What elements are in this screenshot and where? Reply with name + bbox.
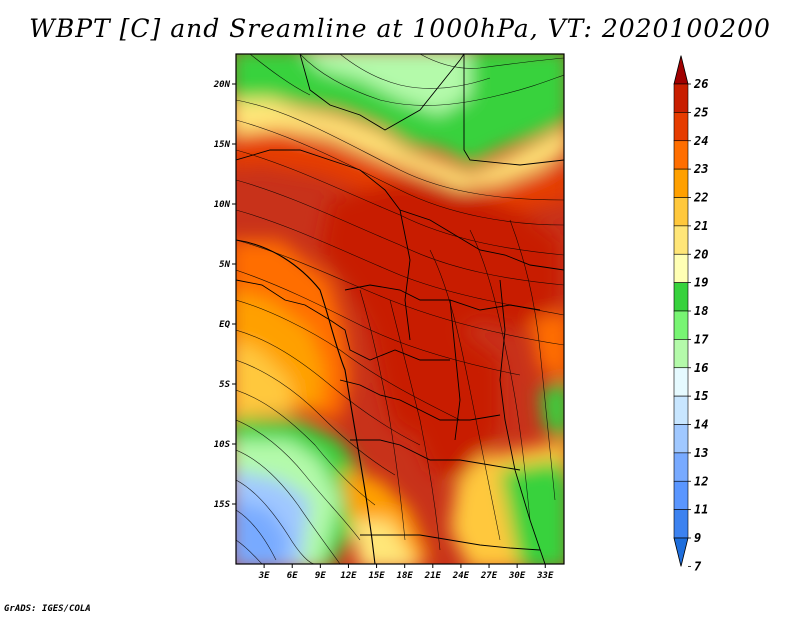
colorbar-label: 19 bbox=[694, 276, 708, 290]
colorbar-swatch bbox=[673, 509, 689, 539]
colorbar-swatch bbox=[673, 225, 689, 255]
colorbar-swatch bbox=[673, 83, 689, 113]
colorbar-swatch bbox=[673, 367, 689, 397]
lat-tick-label: EQ bbox=[219, 320, 230, 330]
lon-tick-label: 30E bbox=[508, 571, 526, 581]
lon-tick-label: 27E bbox=[480, 571, 498, 581]
lon-tick-label: 24E bbox=[452, 571, 470, 581]
lon-tick-label: 12E bbox=[340, 571, 357, 581]
colorbar-label: 22 bbox=[693, 191, 708, 205]
lat-tick-label: 20N bbox=[213, 80, 231, 90]
lon-tick-label: 21E bbox=[424, 571, 442, 581]
colorbar-label: 14 bbox=[694, 418, 708, 432]
lon-tick-label: 15E bbox=[368, 571, 385, 581]
colorbar-label: 15 bbox=[694, 389, 708, 403]
colorbar-swatch bbox=[673, 480, 689, 510]
colorbar-swatch bbox=[673, 282, 689, 312]
colorbar-label: 26 bbox=[693, 77, 708, 91]
lat-tick-label: 5N bbox=[219, 260, 230, 270]
colorbar-swatch bbox=[673, 310, 689, 340]
lat-tick-label: 10S bbox=[214, 440, 231, 450]
colorbar-label: 16 bbox=[694, 361, 708, 375]
colorbar-label: 12 bbox=[694, 474, 708, 488]
lon-tick-label: 3E bbox=[258, 571, 270, 581]
streamlines bbox=[236, 54, 564, 564]
country-borders bbox=[236, 54, 564, 564]
colorbar-label: 7 bbox=[694, 559, 702, 573]
colorbar-swatch bbox=[673, 424, 689, 454]
colorbar-swatch bbox=[673, 112, 689, 142]
lon-tick-label: 9E bbox=[315, 571, 326, 581]
colorbar-label: 13 bbox=[694, 446, 708, 460]
lat-tick-label: 5S bbox=[219, 380, 230, 390]
colorbar-label: 21 bbox=[693, 219, 708, 233]
colorbar-label: 24 bbox=[693, 134, 708, 148]
colorbar-label: 23 bbox=[693, 162, 708, 176]
lon-tick-label: 18E bbox=[397, 571, 414, 581]
colorbar-swatch bbox=[673, 197, 689, 227]
colorbar-swatch bbox=[673, 253, 689, 283]
colorbar-label: 18 bbox=[694, 304, 708, 318]
lat-tick-label: 15S bbox=[214, 500, 231, 510]
colorbar-swatch bbox=[673, 395, 689, 425]
coastline bbox=[236, 239, 376, 564]
lon-tick-label: 33E bbox=[536, 571, 554, 581]
map-frame bbox=[235, 53, 565, 565]
lat-tick-label: 15N bbox=[214, 140, 231, 150]
latitude-axis: 20N 15N 10N 5N EQ 5S 10S 15S bbox=[213, 80, 236, 510]
colorbar-swatch bbox=[673, 452, 689, 482]
colorbar-label: 25 bbox=[693, 105, 708, 119]
colorbar-swatch bbox=[673, 339, 689, 369]
grads-credit: GrADS: IGES/COLA bbox=[4, 604, 91, 614]
temperature-field bbox=[236, 54, 564, 564]
colorbar-label: 20 bbox=[693, 247, 708, 261]
lat-tick-label: 10N bbox=[214, 200, 231, 210]
colorbar-label: 11 bbox=[694, 503, 708, 517]
colorbar-label: 17 bbox=[694, 332, 709, 346]
longitude-axis: 3E 6E 9E 12E 15E 18E 21E 24E 27E 30E 33E bbox=[258, 564, 554, 581]
colorbar-swatch bbox=[673, 168, 689, 198]
colorbar-swatch bbox=[673, 140, 689, 170]
colorbar: 26 25 24 23 22 21 20 19 18 17 16 15 14 13 12 11 9 7 bbox=[673, 55, 709, 573]
colorbar-label: 9 bbox=[694, 531, 701, 545]
map-title: WBPT [C] and Sreamline at 1000hPa, VT: 2… bbox=[29, 14, 771, 43]
lon-tick-label: 6E bbox=[287, 571, 298, 581]
colorbar-swatch bbox=[673, 55, 689, 85]
colorbar-swatch bbox=[673, 537, 689, 567]
